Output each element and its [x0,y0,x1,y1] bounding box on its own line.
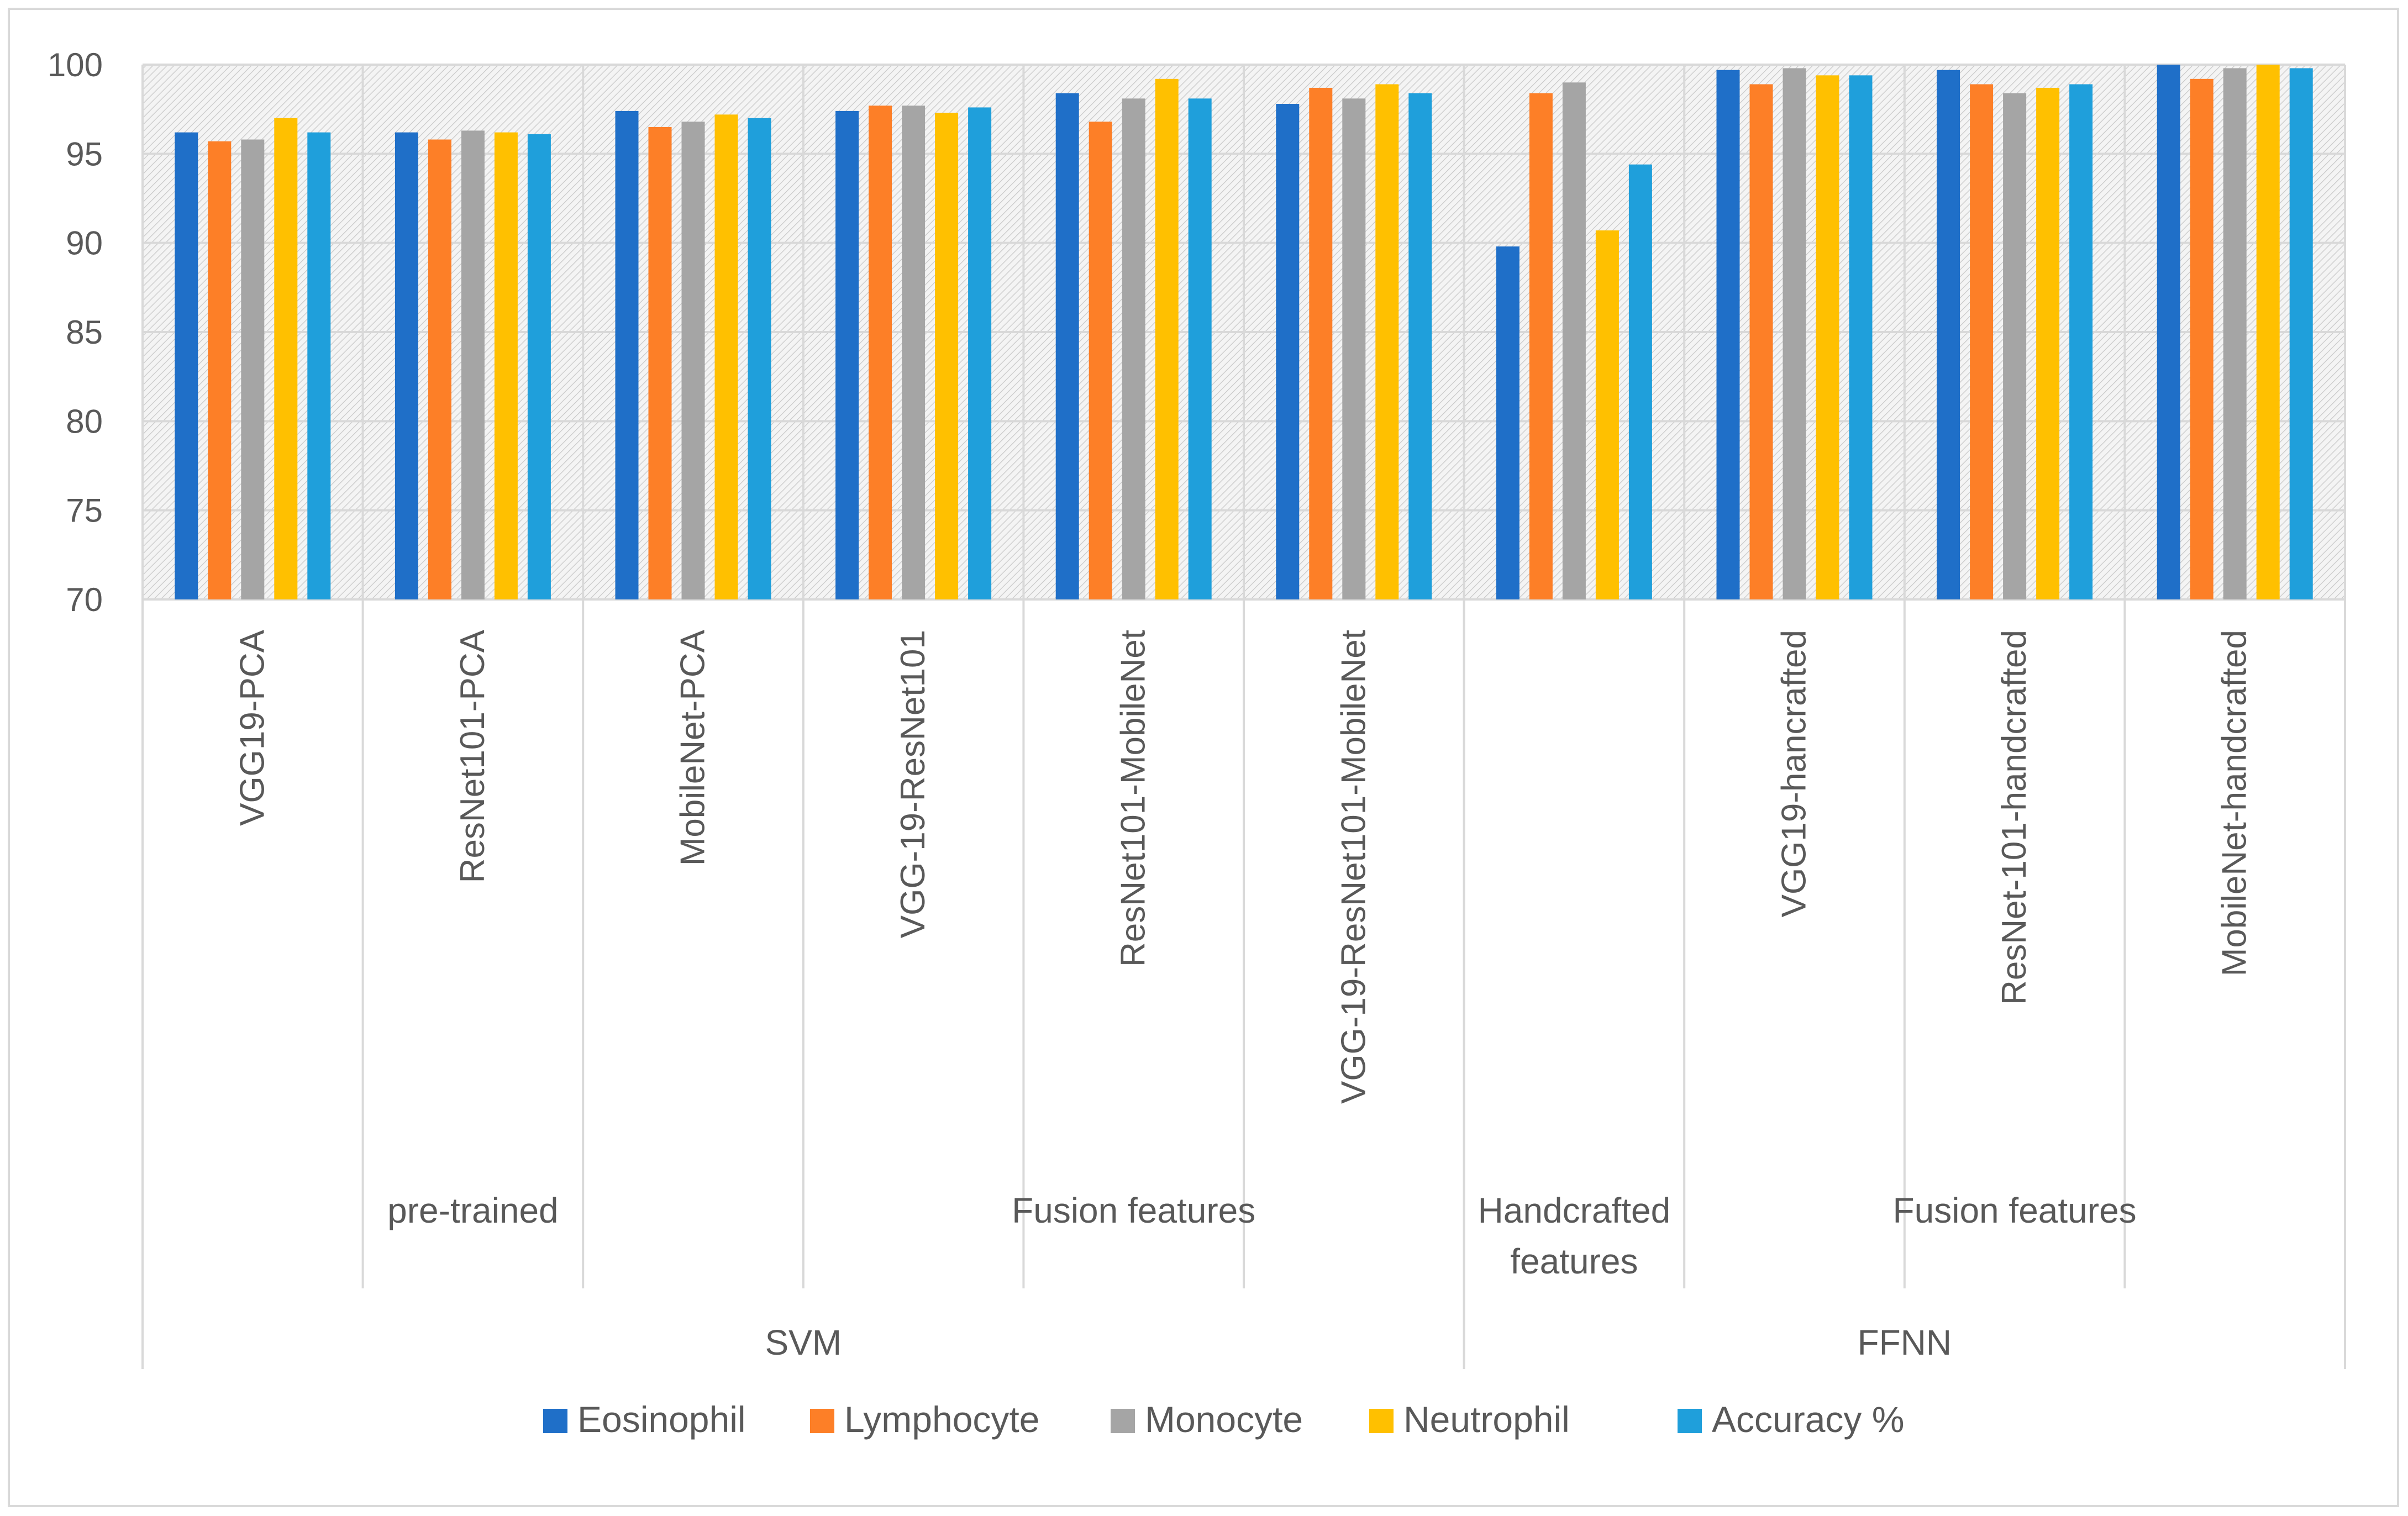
x-category-label: VGG-19-ResNet101 [894,630,932,938]
bar-3-1 [494,132,518,599]
bar-2-6 [1562,82,1586,599]
x-category-label: ResNet101-MobileNet [1114,630,1153,967]
bar-2-0 [241,139,265,599]
subgroup-label: pre-trained [387,1191,559,1230]
bar-0-0 [175,132,198,599]
bar-3-4 [1155,78,1179,599]
bar-4-7 [1849,75,1873,600]
x-category-label: MobileNet-PCA [674,629,712,866]
legend-label: Eosinophil [577,1399,746,1440]
bar-1-2 [648,127,672,599]
legend-label: Monocyte [1145,1399,1303,1440]
y-tick-label: 85 [66,314,103,351]
y-tick-label: 70 [66,581,103,618]
bar-1-4 [1089,122,1112,600]
bar-3-5 [1375,84,1399,599]
group-label: SVM [765,1323,842,1362]
bar-3-6 [1595,230,1619,600]
bar-3-2 [714,114,738,599]
bar-4-0 [307,132,331,599]
legend-swatch [1111,1409,1135,1433]
bar-0-3 [835,110,859,600]
legend-swatch [810,1409,834,1433]
legend-label: Lymphocyte [844,1399,1039,1440]
bar-4-5 [1408,93,1432,600]
bar-4-6 [1628,164,1652,599]
x-category-label: ResNet-101-handcrafted [1995,630,2033,1005]
subgroup-label-line: Handcrafted [1478,1191,1671,1230]
bar-2-3 [902,106,926,600]
bar-4-2 [748,118,771,600]
bar-0-5 [1276,103,1300,599]
bar-1-9 [2190,78,2214,599]
y-tick-label: 95 [66,135,103,172]
legend-swatch [1369,1409,1394,1433]
bar-1-7 [1749,84,1773,599]
bar-4-8 [2069,84,2093,599]
bar-0-1 [395,132,418,599]
bar-2-5 [1342,98,1366,600]
subgroup-label: Fusion features [1012,1191,1255,1230]
x-category-label: VGG-19-ResNet101-MobileNet [1334,630,1373,1104]
bar-1-5 [1309,87,1333,600]
bar-2-2 [681,122,705,600]
legend-label: Accuracy % [1712,1399,1904,1440]
bar-0-7 [1716,70,1740,600]
legend-label: Neutrophil [1403,1399,1570,1440]
bar-0-6 [1496,246,1520,599]
bar-1-0 [208,141,232,599]
bar-4-4 [1188,98,1212,600]
y-tick-label: 90 [66,225,103,262]
bar-1-1 [428,139,451,599]
x-category-label: ResNet101-PCA [454,629,492,883]
bar-3-7 [1816,75,1839,600]
bar-0-2 [615,110,639,600]
bar-2-7 [1783,68,1806,600]
bar-1-8 [1970,84,1994,599]
bar-3-9 [2256,65,2280,599]
bar-0-8 [1937,70,1960,600]
x-category-label: VGG19-PCA [233,629,271,826]
legend-swatch [543,1409,567,1433]
bar-2-8 [2003,93,2027,600]
bar-0-4 [1055,93,1079,600]
bar-4-1 [527,134,551,600]
bar-3-0 [274,118,298,600]
bar-4-9 [2289,68,2313,600]
bar-1-6 [1529,93,1553,600]
bar-2-4 [1122,98,1145,600]
bar-3-8 [2036,87,2060,600]
subgroup-label-line: features [1510,1241,1638,1281]
bar-4-3 [968,107,992,599]
y-tick-label: 80 [66,403,103,440]
bar-2-1 [461,130,485,600]
legend-swatch [1678,1409,1702,1433]
group-label: FFNN [1857,1323,1952,1362]
subgroup-label: Handcrafted features [1478,1191,1671,1281]
bar-1-3 [869,106,892,600]
x-category-label: MobileNet-handcrafted [2216,630,2254,976]
bar-3-3 [935,113,959,599]
y-tick-label: 100 [48,46,103,83]
bar-2-9 [2223,68,2247,600]
subgroup-label: Fusion features [1893,1191,2137,1230]
x-category-label: VGG19-hancrafted [1775,630,1813,917]
y-tick-label: 75 [66,492,103,529]
bar-0-9 [2157,65,2180,599]
